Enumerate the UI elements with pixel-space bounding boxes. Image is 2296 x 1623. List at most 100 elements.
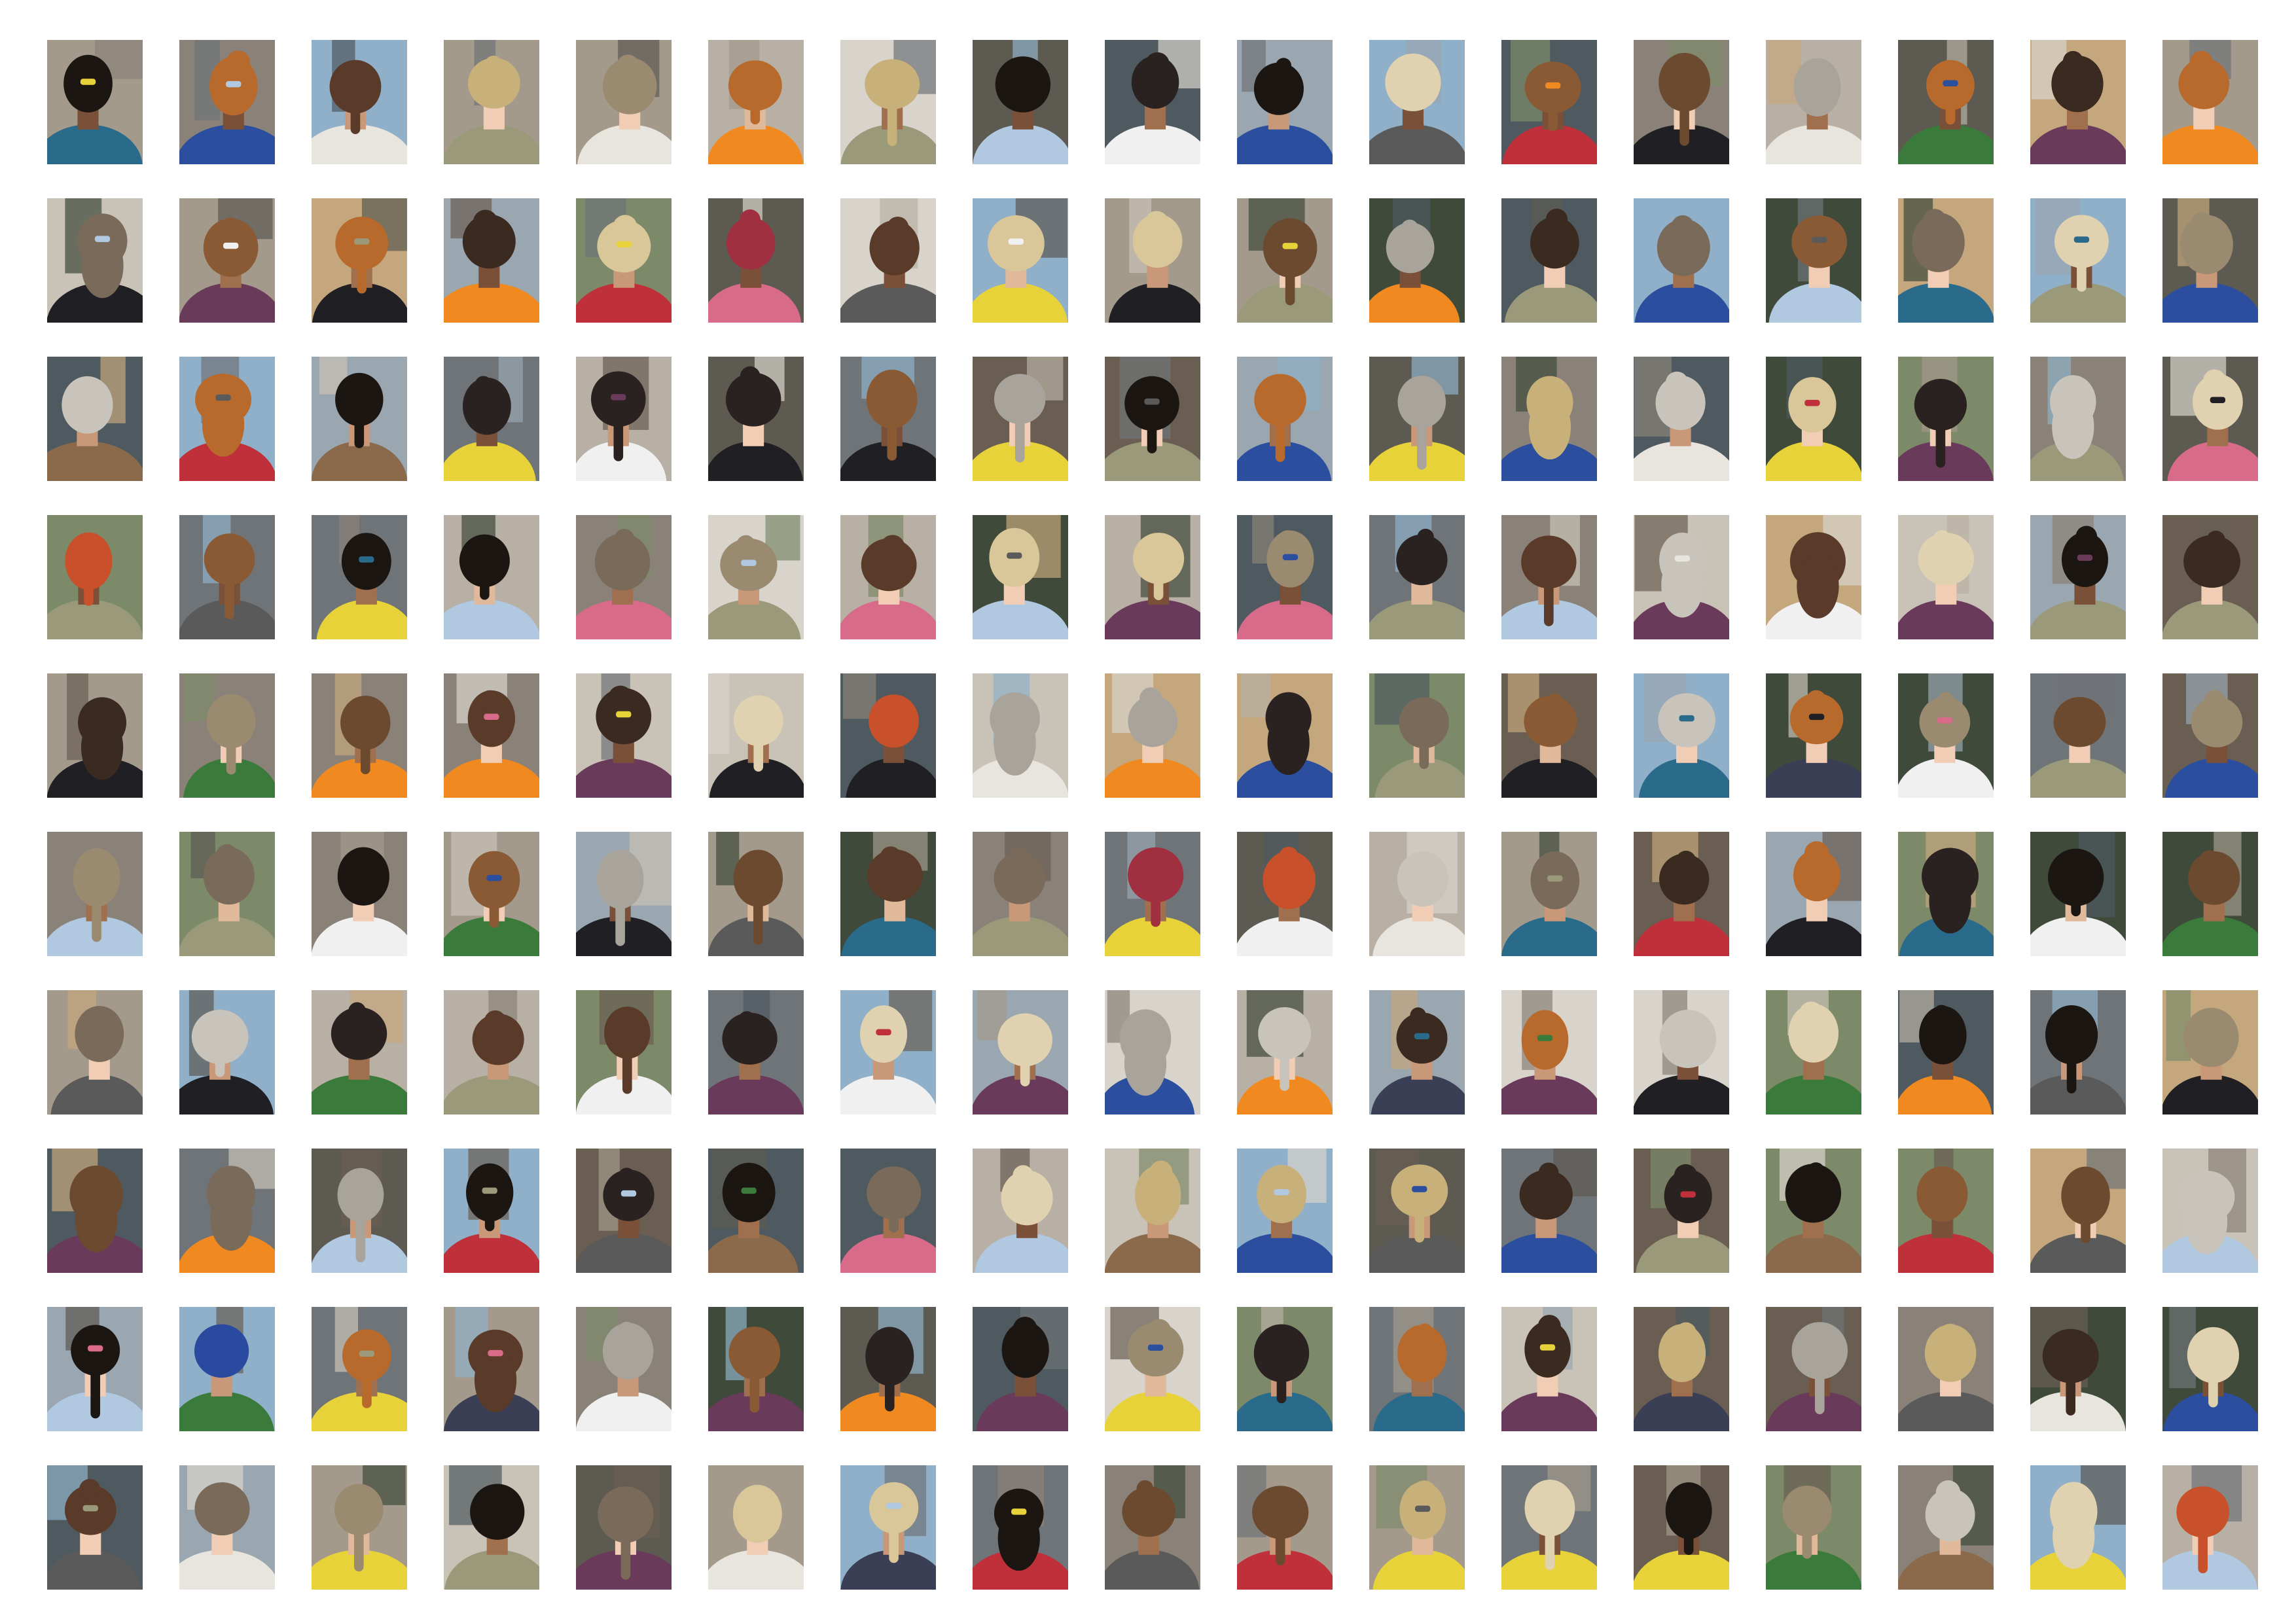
photo (708, 1307, 804, 1431)
hair (459, 534, 510, 588)
photo-tile (179, 832, 275, 956)
shoulders (840, 1550, 936, 1590)
photo-tile (576, 357, 672, 481)
photo (1105, 1149, 1200, 1273)
shoulders (1766, 758, 1861, 798)
photo-tile (1369, 40, 1465, 164)
photo (444, 832, 539, 956)
hair (470, 1484, 525, 1540)
photo-tile (47, 673, 143, 798)
photo (1634, 40, 1729, 164)
photo (1766, 832, 1861, 956)
ponytail (2198, 1512, 2208, 1574)
shoulders (1501, 441, 1597, 481)
photo (312, 40, 407, 164)
photo-tile (1501, 832, 1597, 956)
ponytail (1802, 1510, 1812, 1559)
shoulders (973, 124, 1068, 164)
photo (1105, 832, 1200, 956)
photo-tile (179, 673, 275, 798)
shoulders (1237, 1391, 1333, 1431)
photo-tile (708, 515, 804, 639)
photo (708, 1465, 804, 1590)
photo-tile (1634, 198, 1729, 323)
photo (1766, 990, 1861, 1115)
ponytail (1275, 1512, 1285, 1565)
photo (1237, 515, 1333, 639)
photo (1634, 515, 1729, 639)
photo-tile (47, 990, 143, 1115)
shoulders (1237, 124, 1333, 164)
hair-clip (1007, 552, 1022, 559)
photo (2030, 198, 2126, 323)
ponytail (1679, 82, 1689, 146)
shoulders (1501, 916, 1597, 956)
photo-tile (2030, 1307, 2126, 1431)
photo (840, 990, 936, 1115)
shoulders (1634, 441, 1729, 481)
shoulders (312, 441, 407, 481)
shoulders (1105, 758, 1200, 798)
shoulders (179, 1233, 275, 1273)
photo-tile (2162, 1465, 2258, 1590)
photo-tile (47, 1465, 143, 1590)
photo-tile (1501, 1149, 1597, 1273)
shoulders (973, 916, 1068, 956)
photo (1898, 832, 1994, 956)
photo-tile (47, 1149, 143, 1273)
photo (444, 1465, 539, 1590)
photo-tile (1501, 673, 1597, 798)
ponytail (1275, 400, 1285, 462)
hair (725, 372, 781, 427)
photo (312, 1465, 407, 1590)
shoulders (1237, 283, 1333, 323)
shoulders (2030, 1550, 2126, 1590)
photo (840, 1149, 936, 1273)
bun (1412, 1480, 1437, 1506)
long-hair (997, 1506, 1040, 1571)
photo (179, 1149, 275, 1273)
ponytail (1285, 247, 1295, 306)
hair-clip (223, 242, 239, 249)
photo-tile (2162, 990, 2258, 1115)
bun (736, 535, 755, 554)
ponytail (1548, 87, 1558, 132)
photo-tile (1369, 990, 1465, 1115)
shoulders (312, 124, 407, 164)
bun (1416, 1323, 1433, 1340)
shoulders (1237, 441, 1332, 481)
shoulders (1634, 1075, 1729, 1115)
hair (1657, 219, 1710, 276)
photo-tile (179, 1465, 275, 1590)
photo-tile (312, 40, 407, 164)
photo (1501, 40, 1597, 164)
bun (1547, 693, 1562, 709)
bun (1136, 1480, 1154, 1497)
photo-tile (1634, 1307, 1729, 1431)
photo-tile (2030, 990, 2126, 1115)
ponytail (753, 878, 763, 945)
photo (840, 515, 936, 639)
shoulders (179, 916, 275, 956)
shoulders (1237, 1075, 1333, 1115)
bun (1674, 1164, 1698, 1188)
bun (348, 1002, 366, 1020)
bun (1804, 58, 1823, 78)
shoulders (2030, 124, 2126, 164)
bun (1676, 1322, 1696, 1344)
ponytail (1545, 1508, 1555, 1571)
ponytail (489, 880, 499, 928)
ponytail (353, 1509, 364, 1572)
hair (732, 1484, 782, 1543)
photo-tile (444, 40, 539, 164)
hair (1133, 532, 1185, 584)
photo-tile (312, 1149, 407, 1273)
shoulders (1898, 599, 1994, 639)
shoulders (840, 124, 936, 164)
shoulders (973, 283, 1068, 323)
photo (1501, 1149, 1597, 1273)
bun (608, 685, 633, 711)
shoulders (2030, 599, 2126, 639)
photo-tile (1634, 40, 1729, 164)
